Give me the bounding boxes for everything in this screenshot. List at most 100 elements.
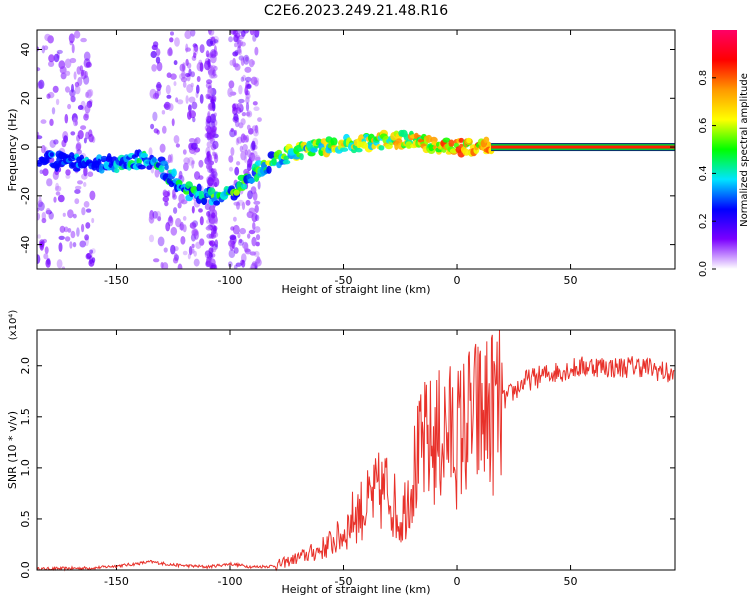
spectrogram-noise-blob: [209, 126, 214, 135]
spectrogram-noise-blob: [55, 182, 59, 191]
spectrogram-noise-blob: [151, 64, 157, 72]
spectrogram-noise-blob: [254, 226, 261, 233]
spectrogram-noise-blob: [38, 79, 45, 90]
spectrogram-noise-blob: [170, 73, 177, 80]
spectrogram-noise-blob: [46, 93, 51, 99]
spectrogram-noise-blob: [185, 58, 189, 67]
spectrogram-noise-blob: [209, 217, 216, 224]
spectrogram-noise-blob: [255, 241, 260, 247]
spectrogram-noise-blob: [182, 62, 186, 72]
spectrogram-y-tick-label: 20: [19, 91, 32, 105]
spectrogram-ridge-blob: [72, 167, 81, 172]
spectrogram-noise-blob: [191, 243, 195, 249]
spectrogram-noise-blob: [178, 193, 185, 204]
spectrogram-noise-blob: [182, 250, 188, 256]
spectrogram-noise-blob: [209, 233, 216, 239]
spectrogram-noise-blob: [245, 111, 251, 117]
spectrogram-noise-blob: [244, 149, 248, 156]
spectrogram-noise-blob: [154, 169, 160, 178]
spectrogram-noise-blob: [242, 30, 250, 34]
spectrogram-noise-blob: [52, 85, 59, 93]
spectrogram-noise-blob: [251, 236, 257, 247]
spectrogram-noise-blob: [174, 37, 180, 47]
spectrogram-noise-blob: [80, 37, 87, 43]
spectrogram-noise-blob: [236, 30, 243, 34]
spectrogram-noise-blob: [206, 38, 214, 47]
spectrogram-noise-blob: [205, 82, 212, 89]
spectrogram-ridge-blob: [282, 159, 291, 165]
spectrogram-noise-blob: [188, 104, 192, 112]
spectrogram-noise-blob: [65, 70, 71, 76]
snr-x-tick-label: 0: [454, 575, 461, 588]
spectrogram-noise-blob: [67, 228, 72, 233]
spectrogram-noise-blob: [228, 166, 234, 172]
spectrogram-noise-blob: [155, 210, 162, 221]
spectrogram-noise-blob: [213, 65, 218, 71]
spectrogram-ridge-blob: [99, 163, 105, 171]
spectrogram-noise-blob: [254, 156, 261, 162]
spectrogram-noise-blob: [162, 189, 168, 197]
spectrogram-ridge-blob: [106, 153, 112, 162]
spectrogram-noise-blob: [74, 189, 81, 194]
spectrogram-noise-blob: [73, 30, 81, 39]
spectrogram-noise-blob: [173, 252, 178, 262]
spectrogram-noise-blob: [152, 211, 158, 219]
spectrogram-ridge-blob: [146, 165, 153, 170]
spectrogram-noise-blob: [89, 190, 96, 201]
spectrogram-noise-blob: [165, 222, 171, 232]
spectrogram-noise-blob: [239, 227, 246, 235]
spectrogram-ridge-blob: [140, 152, 149, 159]
spectrogram-noise-blob: [155, 48, 161, 56]
spectrogram-noise-blob: [230, 127, 234, 133]
spectrogram-ridge-blob: [355, 148, 363, 153]
spectrogram-noise-blob: [180, 76, 188, 83]
spectrogram-noise-blob: [235, 262, 242, 267]
spectrogram-noise-blob: [173, 81, 177, 87]
spectrogram-ridge-blob: [171, 168, 177, 177]
spectrogram-ridge-blob: [49, 152, 55, 157]
spectrogram-noise-blob: [239, 238, 243, 244]
spectrogram-noise-blob: [244, 154, 247, 163]
spectrogram-noise-blob: [83, 113, 89, 121]
spectrogram-noise-blob: [70, 95, 76, 103]
spectrogram-noise-blob: [209, 36, 215, 41]
spectrogram-noise-blob: [208, 247, 214, 254]
spectrogram-noise-blob: [71, 83, 74, 93]
spectrogram-noise-blob: [250, 154, 256, 162]
spectrogram-noise-blob: [205, 127, 212, 133]
spectrogram-noise-blob: [58, 235, 65, 240]
spectrogram-noise-blob: [212, 140, 219, 150]
spectrogram-noise-blob: [246, 211, 254, 219]
spectrogram-noise-blob: [65, 174, 71, 179]
snr-x-tick-label: 50: [564, 575, 578, 588]
spectrogram-noise-blob: [241, 201, 246, 210]
spectrogram-noise-blob: [211, 212, 216, 219]
spectrogram-noise-blob: [152, 41, 159, 48]
spectrogram-ridge-blob: [136, 157, 142, 165]
spectrogram-noise-blob: [255, 234, 261, 241]
spectrogram-noise-blob: [191, 205, 195, 214]
spectrogram-noise-blob: [232, 107, 238, 115]
spectrogram-noise-blob: [70, 91, 74, 102]
spectrogram-noise-blob: [193, 258, 200, 267]
snr-x-tick-label: -50: [335, 575, 353, 588]
spectrogram-noise-blob: [61, 139, 67, 148]
spectrogram-noise-blob: [65, 169, 71, 176]
spectrogram-noise-blob: [83, 166, 88, 177]
spectrogram-noise-blob: [207, 178, 214, 187]
spectrogram-noise-blob: [183, 162, 189, 172]
spectrogram-noise-blob: [244, 86, 249, 96]
spectrogram-noise-blob: [228, 36, 234, 43]
spectrogram-noise-blob: [232, 51, 239, 57]
spectrogram-noise-blob: [75, 143, 82, 152]
spectrogram-noise-blob: [70, 131, 76, 136]
spectrogram-ridge-blob: [299, 153, 304, 161]
spectrogram-noise-blob: [233, 216, 237, 222]
spectrogram-noise-blob: [80, 125, 87, 130]
spectrogram-noise-blob: [185, 95, 189, 104]
spectrogram-ridge-blob: [466, 137, 472, 144]
spectrogram-noise-blob: [232, 224, 240, 235]
spectrogram-noise-blob: [77, 180, 83, 185]
spectrogram-noise-blob: [154, 90, 159, 99]
spectrogram-noise-blob: [65, 86, 70, 93]
